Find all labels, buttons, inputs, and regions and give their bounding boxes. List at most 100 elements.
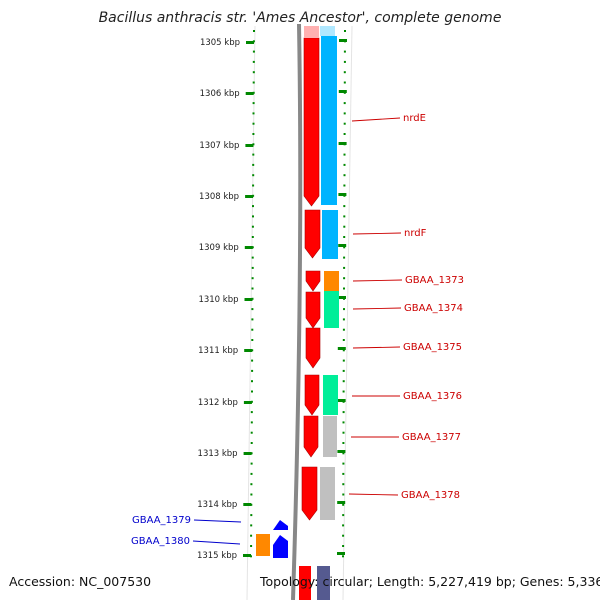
tick-dot (343, 102, 346, 105)
gene-label-gbaa-1376[interactable]: GBAA_1376 (403, 391, 462, 402)
tick-dot (250, 545, 253, 547)
tick-dot (250, 442, 253, 444)
gene-label-nrdf[interactable]: nrdF (404, 228, 427, 239)
tick-dot (250, 462, 253, 465)
kbp-label: 1315 kbp (197, 551, 237, 561)
tick-dot (250, 411, 253, 414)
tick-dot (343, 174, 346, 177)
tick-dot (252, 205, 254, 208)
gene-label-gbaa-1374[interactable]: GBAA_1374 (404, 303, 463, 314)
tick-dot (343, 163, 346, 166)
tick-row-right (337, 30, 347, 558)
major-tick-right (338, 90, 347, 93)
gene-GBAA_1375 (305, 327, 321, 369)
tick-dot (342, 359, 345, 362)
tick-dot (250, 524, 253, 527)
gene-GBAA_1373 (305, 270, 321, 292)
gene-label-nrde[interactable]: nrdE (403, 113, 426, 124)
cog-block-GBAA_1377 (323, 416, 337, 457)
tick-dot (342, 534, 345, 537)
tick-dot (342, 421, 345, 424)
tick-dot (342, 545, 345, 547)
tick-dot (343, 112, 346, 115)
leader-line (352, 232, 402, 235)
tick-dot (343, 287, 345, 290)
gene-GBAA_1374 (305, 291, 321, 329)
gene-label-gbaa-1377[interactable]: GBAA_1377 (402, 432, 461, 443)
tick-dot (251, 287, 254, 290)
gene-GBAA_1378 (301, 466, 318, 521)
tick-dot (252, 50, 255, 53)
tick-dot (251, 266, 254, 269)
tick-dot (343, 122, 346, 125)
tick-dot (251, 277, 254, 280)
kbp-label: 1309 kbp (199, 243, 239, 253)
tick-dot (342, 431, 345, 434)
gene-label-gbaa-1373[interactable]: GBAA_1373 (405, 275, 464, 286)
gene-label-gbaa-1379[interactable]: GBAA_1379 (132, 515, 191, 526)
tick-dot (342, 514, 345, 517)
tick-dot (252, 71, 255, 74)
gene-GBAA_1377 (303, 415, 319, 458)
tick-dot (250, 514, 253, 517)
tick-dot (343, 71, 346, 74)
tick-dot (251, 328, 254, 331)
major-tick-right (337, 450, 346, 453)
gene-GBAA_1376 (304, 374, 320, 416)
tick-dot (342, 318, 345, 321)
accession-label: Accession: NC_007530 (9, 574, 152, 589)
kbp-label: 1308 kbp (199, 192, 239, 202)
gene-label-gbaa-1378[interactable]: GBAA_1378 (401, 490, 460, 501)
tick-dot (342, 524, 345, 527)
tick-dot (251, 318, 254, 321)
leader-line (352, 346, 401, 349)
cog-block-nrdF (322, 210, 338, 259)
major-tick-right (337, 347, 346, 350)
major-tick-right (338, 296, 346, 299)
tick-dot (250, 534, 253, 537)
tick-dot (342, 452, 345, 455)
gene-label-gbaa-1380[interactable]: GBAA_1380 (131, 536, 190, 547)
gene-bottom-red (299, 566, 311, 600)
gene-label-gbaa-1375[interactable]: GBAA_1375 (403, 342, 462, 353)
tick-dot (343, 308, 345, 311)
region-border-left (246, 25, 256, 600)
tick-dot (342, 483, 345, 486)
tick-dot (252, 133, 255, 135)
tick-dot (252, 60, 255, 63)
tick-dot (250, 472, 253, 475)
kbp-label: 1311 kbp (198, 346, 238, 356)
tick-dot (342, 349, 345, 352)
major-tick-left (243, 503, 252, 506)
tick-dot (252, 102, 255, 105)
tick-dot (342, 339, 345, 341)
major-tick-right (338, 193, 347, 196)
cog-fade-top (320, 26, 335, 36)
tick-dot (252, 174, 255, 177)
tick-dot (343, 184, 346, 187)
gene-fade-top (304, 26, 319, 38)
major-tick-left (246, 41, 254, 44)
major-tick-left (245, 92, 254, 95)
tick-dot (343, 153, 346, 156)
leader-line (351, 117, 401, 122)
tick-dot (343, 266, 346, 269)
tick-dot (251, 308, 254, 311)
kbp-label: 1313 kbp (198, 449, 238, 459)
tick-dot (250, 483, 253, 486)
cog-block-GBAA_1374 (324, 291, 339, 328)
gene-nrdE (303, 37, 320, 207)
gene-label-layer: nrdE nrdF GBAA_1373 GBAA_1374 GBAA_1375 GBAA_… (131, 113, 464, 547)
tick-dot (343, 256, 346, 259)
major-tick-left (243, 401, 252, 404)
tick-dot (250, 421, 253, 424)
major-tick-right (337, 501, 346, 504)
tick-dot (252, 184, 255, 187)
tick-dot (342, 411, 345, 414)
cog-block-GBAA_1373 (324, 271, 339, 291)
major-tick-left (244, 246, 253, 249)
gene-features (256, 26, 339, 600)
tick-dot (252, 163, 255, 166)
tick-dot (250, 431, 253, 434)
tick-dot (251, 369, 254, 372)
